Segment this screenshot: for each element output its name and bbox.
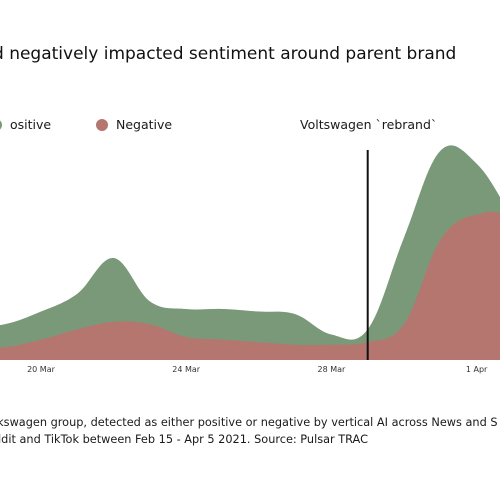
rebrand-annotation-label: Voltswagen `rebrand` — [300, 117, 438, 132]
legend-dot-positive-icon — [0, 118, 2, 131]
caption-line-2: ddit and TikTok between Feb 15 - Apr 5 2… — [0, 433, 368, 446]
chart-title: d negatively impacted sentiment around p… — [0, 44, 457, 64]
legend-item-positive: ositive — [0, 117, 51, 132]
legend-item-negative: Negative — [96, 117, 172, 132]
legend-label-positive: ositive — [10, 117, 52, 132]
caption-line-1: lkswagen group, detected as either posit… — [0, 416, 498, 429]
x-tick-label: 20 Mar — [27, 365, 56, 374]
x-tick-label: 28 Mar — [317, 365, 346, 374]
x-axis-ticks: 20 Mar 24 Mar 28 Mar 1 Apr — [27, 365, 488, 374]
x-tick-label: 24 Mar — [172, 365, 201, 374]
chart-caption: lkswagen group, detected as either posit… — [0, 414, 498, 448]
x-tick-label: 1 Apr — [466, 365, 488, 374]
legend-label-negative: Negative — [116, 117, 173, 132]
positive-series-area — [0, 145, 500, 360]
negative-series-area — [0, 211, 500, 360]
legend-dot-negative-icon — [96, 118, 108, 131]
